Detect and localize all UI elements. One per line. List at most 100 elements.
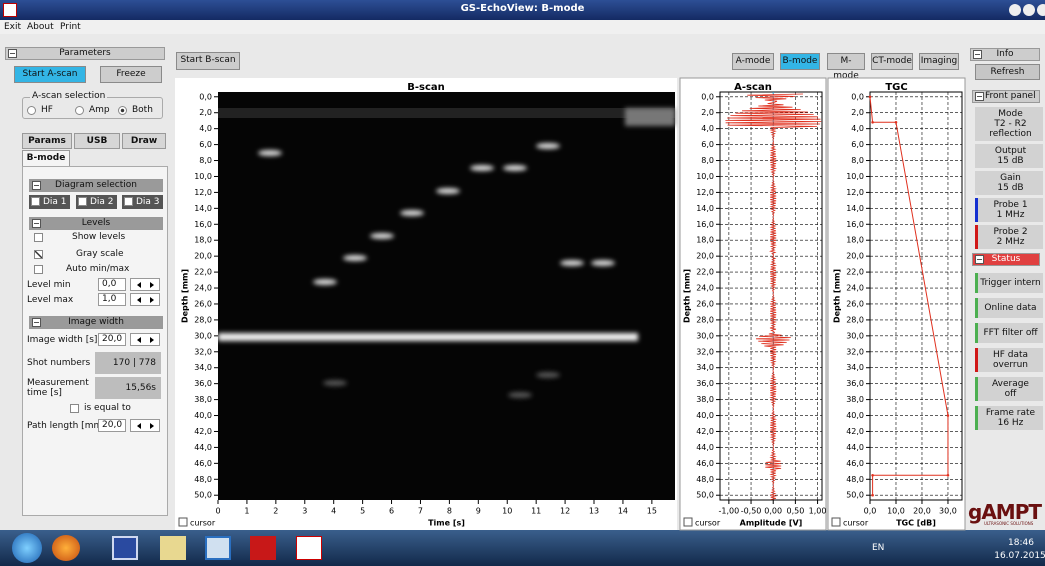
input[interactable]: 0,0 [98, 278, 126, 291]
bscan-image [218, 92, 675, 500]
y-tick-label: 46,0 [696, 459, 714, 468]
field-label: Path length [mm] [27, 421, 106, 431]
radio[interactable] [118, 106, 127, 115]
y-tick-label: 34,0 [194, 363, 212, 372]
y-tick-label: 36,0 [194, 379, 212, 388]
y-tick-label: 44,0 [846, 443, 864, 452]
y-tick-label: 48,0 [696, 475, 714, 484]
clock-time[interactable]: 18:46 [1008, 538, 1034, 548]
x-tick-label: -1,00 [719, 507, 740, 516]
spinner[interactable] [130, 419, 160, 432]
reflector [536, 372, 560, 378]
radio-label: Both [132, 105, 153, 115]
y-tick-label: 24,0 [846, 284, 864, 293]
front-panel-item: Probe 2 2 MHz [975, 225, 1043, 249]
mode-tab[interactable]: A-mode [732, 53, 774, 70]
y-tick-label: 6,0 [851, 140, 864, 149]
start-bscan-button[interactable]: Start B-scan [176, 52, 240, 70]
check-box[interactable] [34, 250, 43, 259]
reflector [370, 233, 394, 239]
check-box[interactable] [34, 265, 43, 274]
title-bar [0, 0, 1045, 20]
x-tick-label: 8 [447, 507, 452, 516]
mode-tab[interactable]: Imaging [919, 53, 959, 70]
x-tick-label: 0 [215, 507, 220, 516]
mode-tab[interactable]: CT-mode [871, 53, 913, 70]
spinner[interactable] [130, 293, 160, 306]
x-tick-label: 9 [476, 507, 481, 516]
mode-tab[interactable]: M-mode [827, 53, 865, 81]
refresh-button[interactable]: Refresh [975, 64, 1040, 80]
y-tick-label: 20,0 [696, 252, 714, 261]
chart-title: TGC [885, 82, 907, 93]
y-tick-label: 22,0 [846, 268, 864, 277]
check-box[interactable] [70, 404, 79, 413]
taskbar-icon[interactable] [160, 536, 186, 560]
value-box: 15,56s [95, 377, 161, 399]
cursor-checkbox[interactable] [831, 517, 841, 527]
taskbar-icon[interactable] [52, 535, 80, 561]
menu-item[interactable]: About [27, 22, 54, 32]
y-tick-label: 50,0 [846, 491, 864, 500]
check-box[interactable] [34, 233, 43, 242]
freeze-button[interactable]: Freeze [100, 66, 162, 83]
taskbar-icon[interactable] [250, 536, 276, 560]
input[interactable]: 20,0 [98, 333, 126, 346]
y-tick-label: 22,0 [194, 268, 212, 277]
input[interactable]: 1,0 [98, 293, 126, 306]
x-tick-label: 6 [389, 507, 394, 516]
start-ascan-button[interactable]: Start A-scan [14, 66, 86, 83]
status-item: Average off [975, 377, 1043, 401]
menu-item[interactable]: Exit [4, 22, 22, 32]
panel-header: Front panel [972, 90, 1040, 103]
tgc-point [946, 473, 950, 477]
y-tick-label: 24,0 [194, 284, 212, 293]
status-item: Online data [975, 298, 1043, 318]
y-tick-label: 12,0 [696, 188, 714, 197]
y-tick-label: 50,0 [194, 491, 212, 500]
tab[interactable]: Params [22, 133, 72, 149]
y-tick-label: 28,0 [846, 315, 864, 324]
maximize[interactable] [1023, 4, 1035, 16]
y-tick-label: 8,0 [199, 156, 212, 165]
cursor-checkbox[interactable] [178, 517, 188, 527]
tab[interactable]: USB [74, 133, 120, 149]
y-tick-label: 4,0 [701, 124, 714, 133]
taskbar-icon[interactable] [296, 536, 322, 560]
start-button[interactable] [12, 533, 42, 563]
x-tick-label: 10,0 [887, 507, 905, 516]
reflector [323, 380, 347, 386]
radio[interactable] [27, 106, 36, 115]
x-tick-label: 3 [302, 507, 307, 516]
y-tick-label: 20,0 [846, 252, 864, 261]
tab[interactable]: Draw [122, 133, 166, 149]
y-tick-label: 2,0 [199, 108, 212, 117]
input[interactable]: 20,0 [98, 419, 126, 432]
check-box [78, 197, 87, 206]
y-tick-label: 20,0 [194, 252, 212, 261]
x-tick-label: 0,00 [764, 507, 782, 516]
menu-item[interactable]: Print [60, 22, 81, 32]
language[interactable]: EN [872, 543, 885, 553]
clock-date[interactable]: 16.07.2015 [994, 551, 1045, 561]
y-tick-label: 44,0 [194, 443, 212, 452]
y-tick-label: 38,0 [696, 395, 714, 404]
close[interactable] [1037, 4, 1045, 16]
y-tick-label: 38,0 [846, 395, 864, 404]
x-tick-label: 13 [589, 507, 599, 516]
cursor-checkbox[interactable] [683, 517, 693, 527]
minimize[interactable] [1009, 4, 1021, 16]
reflector [470, 165, 494, 171]
mode-tab-active[interactable]: B-mode [780, 53, 820, 70]
y-tick-label: 42,0 [696, 427, 714, 436]
taskbar-icon[interactable] [112, 536, 138, 560]
tab-active[interactable]: B-mode [22, 150, 70, 166]
status-header: Status [972, 253, 1040, 266]
spinner[interactable] [130, 278, 160, 291]
radio[interactable] [75, 106, 84, 115]
spinner[interactable] [130, 333, 160, 346]
y-tick-label: 46,0 [846, 459, 864, 468]
taskbar-icon[interactable] [205, 536, 231, 560]
y-tick-label: 8,0 [701, 156, 714, 165]
